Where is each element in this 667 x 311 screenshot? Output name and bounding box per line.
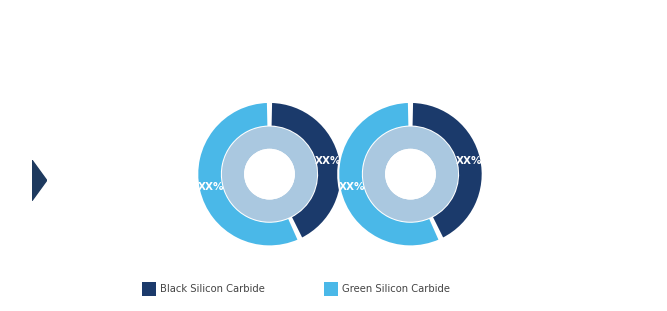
Wedge shape: [197, 102, 299, 246]
Wedge shape: [363, 127, 458, 222]
Text: XX%: XX%: [197, 182, 224, 192]
Wedge shape: [222, 127, 317, 222]
Wedge shape: [338, 102, 440, 246]
Wedge shape: [412, 102, 483, 239]
Bar: [142, 282, 155, 296]
Text: XX%: XX%: [456, 156, 482, 166]
Circle shape: [385, 149, 436, 200]
Text: MARKET SHARE - 2019: MARKET SHARE - 2019: [13, 141, 19, 230]
Text: XX%: XX%: [339, 182, 366, 192]
Polygon shape: [32, 160, 47, 201]
Text: MARKET, BY TYPE: MARKET, BY TYPE: [90, 22, 254, 40]
Bar: [323, 282, 338, 296]
Circle shape: [244, 149, 295, 200]
Text: Black Silicon Carbide: Black Silicon Carbide: [160, 284, 265, 294]
Text: Green Silicon Carbide: Green Silicon Carbide: [342, 284, 450, 294]
Text: XX%: XX%: [315, 156, 342, 166]
Wedge shape: [271, 102, 342, 239]
